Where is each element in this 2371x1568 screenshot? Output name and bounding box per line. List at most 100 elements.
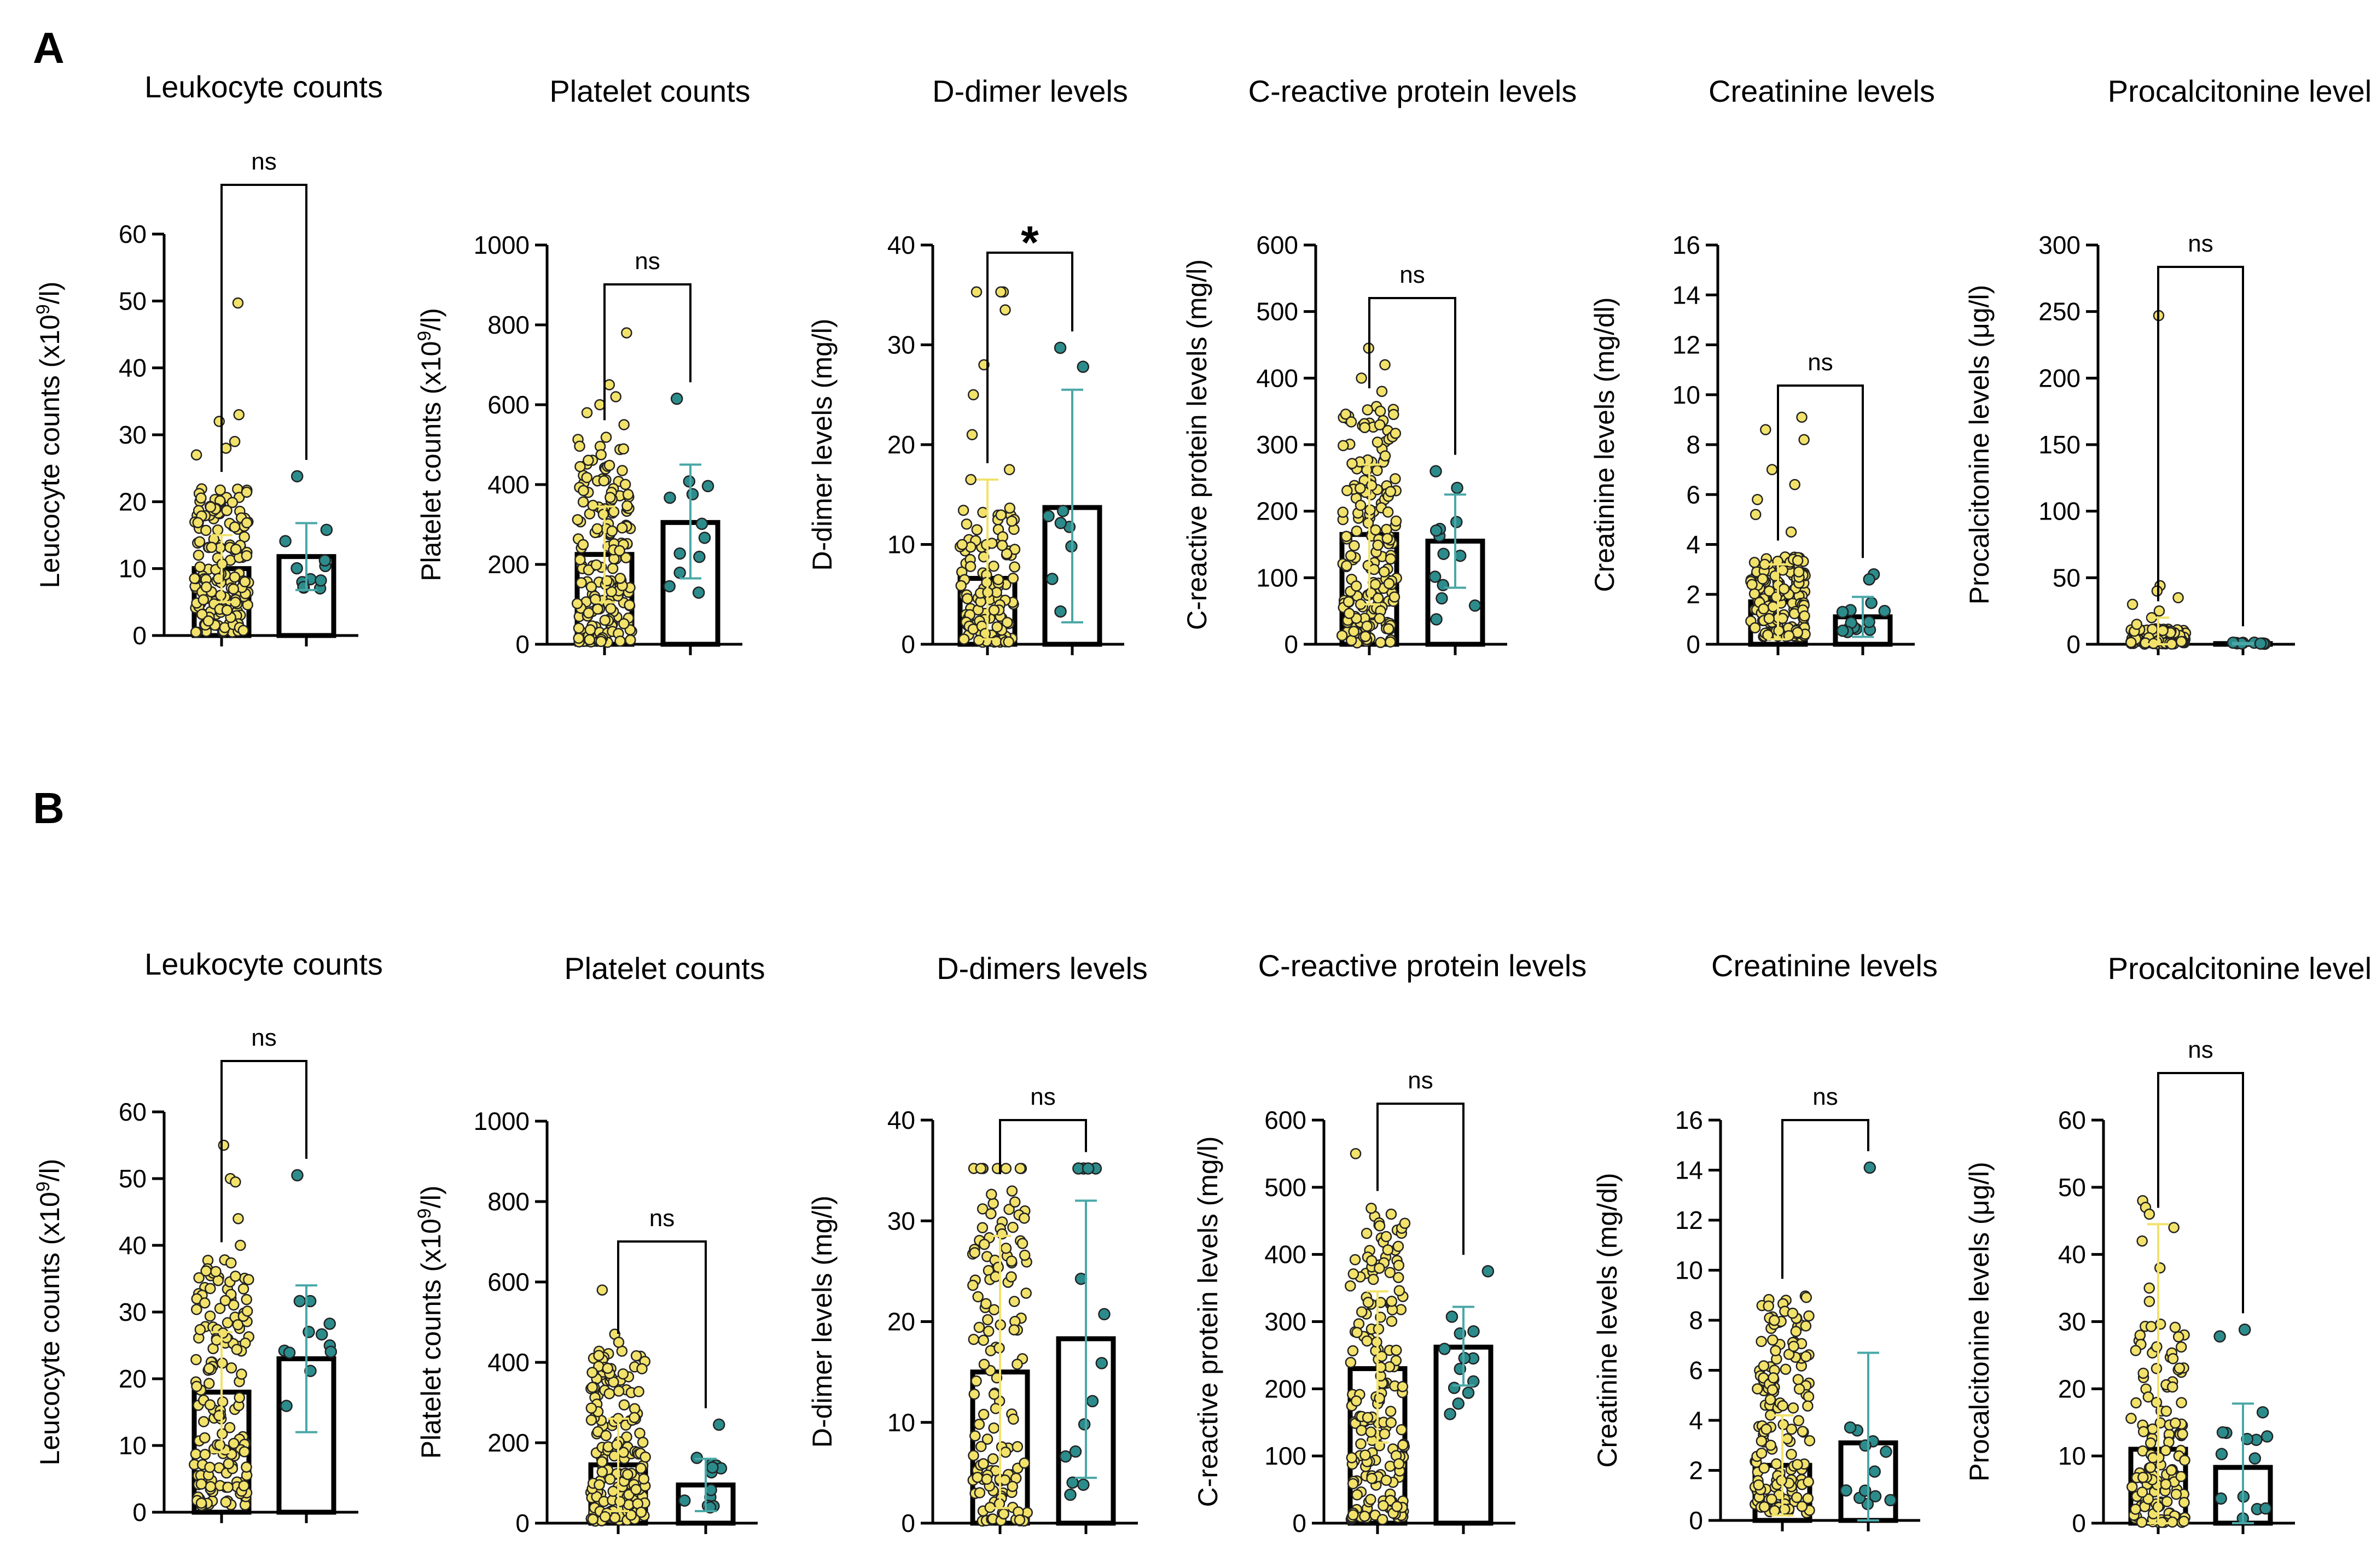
significance-bracket xyxy=(220,1060,307,1243)
y-tick-label: 0 xyxy=(132,621,147,650)
data-point xyxy=(1462,1386,1475,1399)
data-point xyxy=(995,509,1007,521)
data-point xyxy=(614,545,625,557)
data-point xyxy=(1359,1511,1370,1522)
data-point xyxy=(618,618,630,629)
data-point xyxy=(241,517,253,529)
y-tick-label: 12 xyxy=(1675,1206,1703,1234)
data-point xyxy=(590,559,602,571)
y-axis-label: Leucocyte counts (x109/l) xyxy=(33,282,65,588)
data-point xyxy=(1336,629,1348,642)
data-point xyxy=(972,1471,984,1483)
data-point xyxy=(585,1402,597,1414)
data-point xyxy=(2177,1428,2188,1440)
data-point xyxy=(1376,1514,1388,1525)
data-point xyxy=(593,1350,605,1361)
data-point xyxy=(1372,539,1384,551)
data-point xyxy=(1803,1310,1815,1322)
data-point xyxy=(1786,1448,1797,1460)
data-point xyxy=(315,574,327,587)
data-point xyxy=(973,634,985,646)
data-point xyxy=(633,1386,644,1397)
data-point xyxy=(1397,1380,1409,1392)
y-tick-label: 10 xyxy=(1672,381,1700,409)
data-point xyxy=(986,1188,997,1200)
data-point xyxy=(1000,1163,1012,1174)
data-point xyxy=(971,524,983,535)
data-point xyxy=(996,1228,1008,1240)
y-tick-label: 6 xyxy=(1689,1356,1703,1385)
data-point xyxy=(1006,1255,1018,1267)
data-point xyxy=(617,522,628,534)
data-point xyxy=(2216,1426,2229,1439)
data-point xyxy=(604,1473,616,1485)
data-point xyxy=(978,1334,989,1346)
data-point xyxy=(611,1439,623,1451)
data-point xyxy=(229,435,241,447)
data-point xyxy=(600,432,612,443)
data-point xyxy=(1844,1421,1857,1434)
data-point xyxy=(2165,1465,2177,1476)
data-point xyxy=(1019,1213,1030,1224)
data-point xyxy=(2175,1471,2187,1482)
data-point xyxy=(619,479,631,490)
y-axis-label: Procalcitonine levels (μg/l) xyxy=(1964,1162,1995,1482)
data-point xyxy=(1756,1336,1767,1348)
data-point xyxy=(2160,1444,2171,1456)
data-point xyxy=(695,517,708,531)
y-tick-label: 10 xyxy=(119,555,147,583)
data-point xyxy=(1365,1202,1377,1214)
y-tick-label: 60 xyxy=(2058,1106,2086,1134)
data-point xyxy=(318,554,332,567)
data-point xyxy=(228,583,240,595)
y-axis-label: C-reactive protein levels (mg/l) xyxy=(1193,1136,1223,1507)
data-point xyxy=(304,1365,317,1377)
significance-label: ns xyxy=(649,1205,675,1232)
data-point xyxy=(1351,1489,1363,1501)
significance-bracket xyxy=(1777,384,1864,558)
data-point xyxy=(1009,561,1020,573)
data-point xyxy=(991,621,1003,633)
data-point xyxy=(975,1163,987,1174)
data-point xyxy=(2143,1208,2155,1220)
data-point xyxy=(664,491,676,504)
data-point xyxy=(1750,509,1762,520)
data-point xyxy=(1019,1249,1031,1261)
data-point xyxy=(603,1388,615,1400)
data-point xyxy=(967,389,979,400)
data-point xyxy=(701,480,714,493)
significance-label: ns xyxy=(2188,230,2213,257)
chart-a3: D-dimer levels D-dimer levels (mg/l) 0 10 20… xyxy=(807,74,1128,658)
data-point xyxy=(1365,480,1378,491)
data-point xyxy=(1003,464,1015,475)
data-point xyxy=(573,632,584,644)
data-point xyxy=(594,1479,605,1491)
data-point xyxy=(634,1427,646,1439)
data-point xyxy=(592,603,603,615)
data-point xyxy=(614,635,626,647)
y-tick-label: 30 xyxy=(887,331,915,359)
data-point xyxy=(1869,1490,1882,1503)
data-point xyxy=(1365,1494,1376,1505)
data-point xyxy=(1385,486,1397,498)
data-point xyxy=(1078,1418,1091,1431)
significance-bracket xyxy=(603,283,691,421)
data-point xyxy=(613,1385,625,1397)
y-tick-label: 6 xyxy=(1686,480,1700,509)
data-point xyxy=(1343,596,1355,608)
data-point xyxy=(2178,1515,2190,1527)
data-point xyxy=(1393,1285,1405,1297)
data-point xyxy=(2136,1235,2148,1247)
data-point xyxy=(578,485,589,497)
data-point xyxy=(1369,579,1381,590)
data-point xyxy=(1798,434,1810,446)
data-point xyxy=(1397,1439,1409,1451)
data-point xyxy=(1016,1238,1028,1249)
data-point xyxy=(1793,566,1805,578)
data-point xyxy=(603,379,615,390)
data-point xyxy=(195,492,207,504)
data-point xyxy=(2137,1367,2149,1379)
data-point xyxy=(1437,579,1449,592)
y-axis-label: Creatinine levels (mg/dl) xyxy=(1592,1173,1623,1467)
data-point xyxy=(1345,1280,1356,1292)
